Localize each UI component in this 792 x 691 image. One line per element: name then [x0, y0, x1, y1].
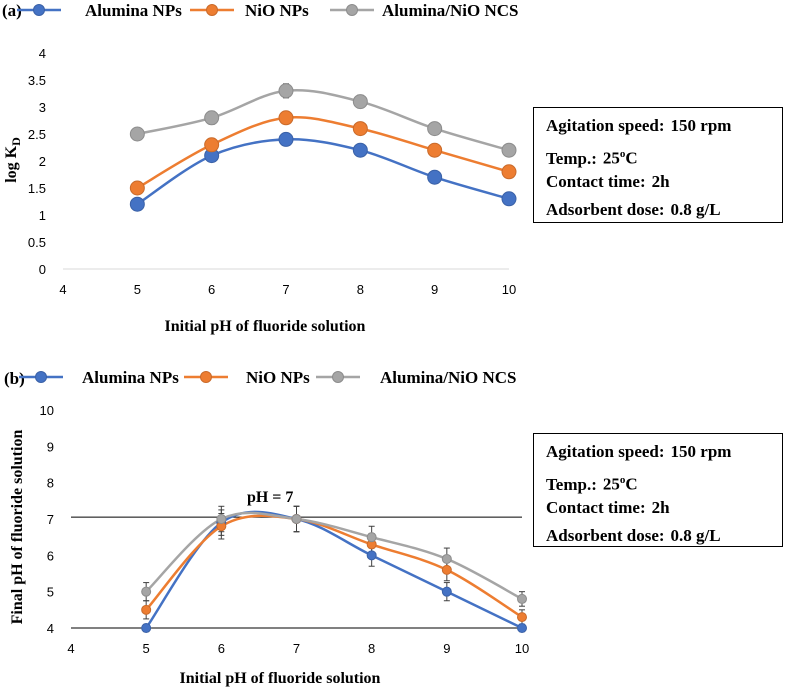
panel-b-x-tick-label: 9: [443, 641, 450, 656]
panel-b-legend-marker-0: [35, 371, 47, 383]
panel-b-data-point-2: [291, 514, 302, 524]
panel-a-data-point-1: [278, 110, 294, 126]
panel-a-x-tick-label: 6: [208, 282, 215, 297]
panel-b-series-line-1: [145, 514, 523, 619]
panel-a-data-point-2: [501, 142, 517, 158]
panel-b-data-point-1: [441, 564, 452, 575]
conditions-box-a: Agitation speed: 150 rpm Temp.: 25oC Con…: [533, 107, 783, 223]
panel-b-data-point-0: [366, 550, 377, 561]
panel-a-data-point-0: [129, 196, 145, 212]
panel-b-label: (b): [4, 369, 25, 388]
panel-b-x-tick-label: 4: [67, 641, 74, 656]
panel-a-y-tick-label: 3: [39, 100, 46, 115]
panel-b-y-tick-label: 9: [47, 439, 54, 454]
panel-a-x-tick-label: 8: [357, 282, 364, 297]
panel-b-data-point-2: [366, 532, 377, 543]
panel-a-y-tick-label: 2.5: [28, 127, 46, 142]
panel-b-data-point-2: [441, 553, 452, 564]
panel-a-legend-text-0: Alumina NPs: [85, 1, 182, 20]
panel-a-x-tick-label: 10: [502, 282, 516, 297]
panel-b-y-tick-label: 4: [47, 621, 54, 636]
panel-b-data-point-1: [517, 612, 527, 623]
panel-b-data-point-1: [141, 604, 152, 615]
panel-a-data-point-2: [427, 121, 443, 137]
panel-b-x-tick-label: 5: [143, 641, 150, 656]
panel-a-y-tick-label: 3.5: [28, 73, 46, 88]
panel-b-y-tick-label: 10: [40, 403, 54, 418]
panel-b-legend-text-0: Alumina NPs: [82, 368, 179, 387]
panel-a-data-point-2: [352, 94, 368, 110]
panel-a-legend-marker-2: [346, 4, 358, 16]
panel-a-data-point-0: [352, 142, 368, 158]
panel-a-y-tick-label: 1.5: [28, 181, 46, 196]
adsorbent-dose-line-b: Adsorbent dose: 0.8 g/L: [546, 526, 721, 545]
panel-a-legend-text-1: NiO NPs: [245, 1, 309, 20]
contact-time-line-b: Contact time: 2h: [546, 498, 670, 517]
panel-b-x-axis-title: Initial pH of fluoride solution: [180, 670, 381, 687]
panel-a-data-point-2: [129, 126, 145, 142]
panel-b-series-line-2: [145, 511, 523, 601]
panel-a-series-line-1: [136, 116, 510, 190]
adsorbent-dose-line-a: Adsorbent dose: 0.8 g/L: [546, 200, 721, 219]
panel-b-y-tick-label: 7: [47, 512, 54, 527]
panel-b-x-tick-label: 10: [515, 641, 529, 656]
panel-b-x-tick-label: 8: [368, 641, 375, 656]
panel-a-y-tick-label: 0.5: [28, 235, 46, 250]
panel-b-data-point-2: [517, 593, 527, 604]
panel-a-data-point-2: [278, 83, 294, 99]
agitation-speed-line-b: Agitation speed: 150 rpm: [546, 442, 732, 461]
panel-a-data-point-1: [352, 121, 368, 137]
panel-a-data-point-1: [501, 164, 517, 180]
panel-b-y-axis-title-main: Final pH of fluoride solution: [9, 430, 26, 625]
panel-b-data-point-0: [141, 623, 152, 633]
panel-b-x-tick-label: 7: [293, 641, 300, 656]
agitation-speed-line-a: Agitation speed: 150 rpm: [546, 116, 732, 135]
panel-a-data-point-1: [129, 180, 145, 196]
panel-a-data-point-0: [501, 191, 517, 207]
panel-b-y-axis-title: Final pH of fluoride solution: [9, 430, 26, 625]
panel-a-legend-text-2: Alumina/NiO NCS: [382, 1, 519, 20]
panel-a-x-tick-label: 9: [431, 282, 438, 297]
panel-a-legend-marker-0: [33, 4, 45, 16]
panel-a-data-point-2: [204, 110, 220, 126]
panel-a-y-axis-title-main: log K: [3, 145, 20, 182]
panel-a-x-tick-label: 7: [282, 282, 289, 297]
panel-b-legend-text-1: NiO NPs: [246, 368, 310, 387]
panel-a-data-point-1: [427, 142, 443, 158]
panel-a-x-tick-label: 4: [59, 282, 66, 297]
panel-a-series-line-0: [136, 138, 510, 206]
panel-b-data-point-0: [441, 586, 452, 597]
panel-a-y-tick-label: 1: [39, 208, 46, 223]
contact-time-line-a: Contact time: 2h: [546, 172, 670, 191]
panel-a-x-axis-title: Initial pH of fluoride solution: [165, 318, 366, 335]
panel-a-data-point-0: [427, 169, 443, 185]
temperature-line-a: Temp.: 25oC: [546, 148, 638, 168]
panel-b-legend-text-2: Alumina/NiO NCS: [380, 368, 517, 387]
panel-b-y-tick-label: 6: [47, 548, 54, 563]
panel-a-y-axis-title: log KD: [3, 137, 23, 183]
panel-b-legend-marker-2: [332, 371, 344, 383]
panel-b-data-point-2: [141, 586, 152, 597]
panel-b-data-point-0: [517, 623, 527, 633]
temperature-line-b: Temp.: 25oC: [546, 474, 638, 494]
panel-b-legend-marker-1: [200, 371, 212, 383]
panel-a-y-tick-label: 4: [39, 46, 46, 61]
panel-a-legend-marker-1: [206, 4, 218, 16]
panel-b-annotation: pH = 7: [247, 489, 293, 506]
panel-b-data-point-2: [216, 514, 227, 524]
panel-a-data-point-0: [278, 131, 294, 147]
panel-a-y-tick-label: 0: [39, 262, 46, 277]
panel-a-label: (a): [2, 1, 22, 20]
panel-a-data-point-1: [204, 137, 220, 153]
panel-b-y-tick-label: 5: [47, 585, 54, 600]
panel-b-y-tick-label: 8: [47, 476, 54, 491]
conditions-box-b: Agitation speed: 150 rpm Temp.: 25oC Con…: [533, 433, 783, 547]
panel-a-y-tick-label: 2: [39, 154, 46, 169]
panel-a-y-axis-title-subscript: D: [9, 137, 23, 146]
panel-b-x-tick-label: 6: [218, 641, 225, 656]
panel-a-x-tick-label: 5: [134, 282, 141, 297]
